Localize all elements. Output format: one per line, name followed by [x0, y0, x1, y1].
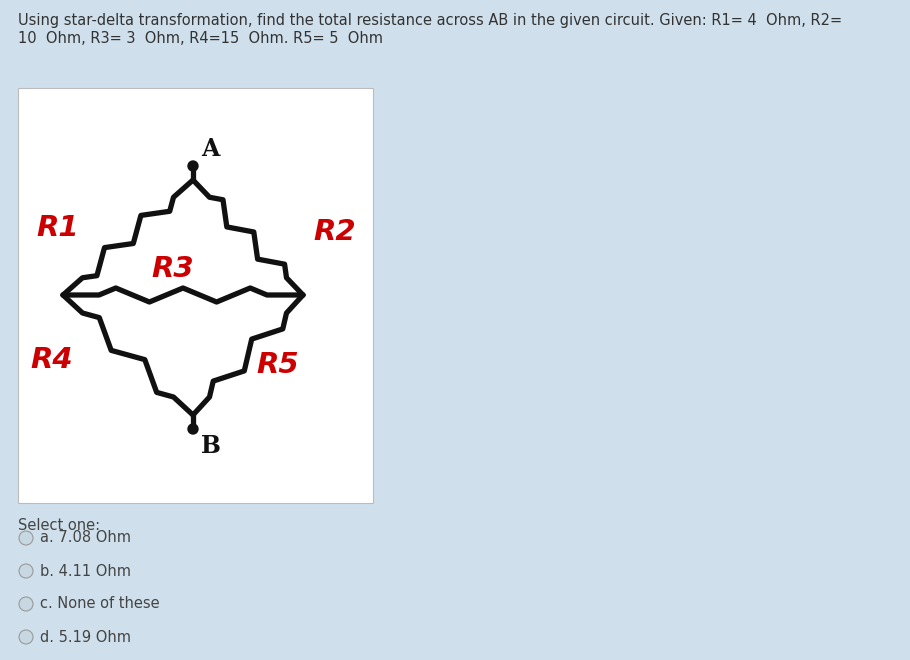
Circle shape [19, 564, 33, 578]
Text: b. 4.11 Ohm: b. 4.11 Ohm [40, 564, 131, 579]
Text: R3: R3 [152, 255, 195, 283]
Circle shape [19, 630, 33, 644]
Circle shape [19, 531, 33, 545]
Text: d. 5.19 Ohm: d. 5.19 Ohm [40, 630, 131, 645]
Text: a. 7.08 Ohm: a. 7.08 Ohm [40, 531, 131, 546]
Text: Using star-delta transformation, find the total resistance across AB in the give: Using star-delta transformation, find th… [18, 13, 842, 28]
Circle shape [188, 161, 198, 171]
Text: Select one:: Select one: [18, 518, 100, 533]
FancyBboxPatch shape [18, 88, 373, 503]
Text: R1: R1 [36, 213, 78, 242]
Text: c. None of these: c. None of these [40, 597, 159, 612]
Text: R4: R4 [30, 346, 73, 374]
Circle shape [19, 597, 33, 611]
Text: R2: R2 [313, 218, 356, 246]
Text: R5: R5 [256, 351, 298, 379]
Text: 10  Ohm, R3= 3  Ohm, R4=15  Ohm. R5= 5  Ohm: 10 Ohm, R3= 3 Ohm, R4=15 Ohm. R5= 5 Ohm [18, 31, 383, 46]
Text: A: A [201, 137, 219, 161]
Text: B: B [201, 434, 221, 458]
Circle shape [188, 424, 198, 434]
